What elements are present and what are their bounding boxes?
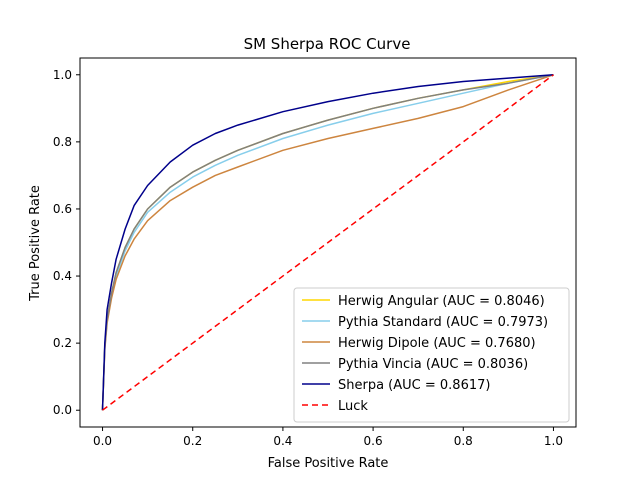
- y-tick-label: 0.4: [53, 269, 72, 283]
- legend-label: Luck: [338, 399, 368, 414]
- legend-label: Herwig Angular (AUC = 0.8046): [338, 294, 545, 309]
- y-tick-label: 1.0: [53, 68, 72, 82]
- x-tick-label: 0.2: [183, 434, 202, 448]
- x-tick-label: 0.4: [273, 434, 292, 448]
- y-axis-label: True Positive Rate: [28, 185, 43, 302]
- legend: Herwig Angular (AUC = 0.8046) Pythia Stan…: [293, 287, 570, 423]
- legend-label: Pythia Standard (AUC = 0.7973): [338, 315, 548, 330]
- x-axis-label: False Positive Rate: [268, 456, 389, 471]
- legend-label: Sherpa (AUC = 0.8617): [338, 378, 490, 393]
- x-axis-ticks: 0.0 0.2 0.4 0.6 0.8 1.0: [93, 427, 563, 448]
- series-layer: [101, 74, 554, 411]
- series-line-3: [101, 74, 554, 411]
- y-tick-label: 0.8: [53, 135, 72, 149]
- legend-label: Pythia Vincia (AUC = 0.8036): [338, 357, 528, 372]
- y-tick-label: 0.6: [53, 202, 72, 216]
- x-tick-label: 0.8: [454, 434, 473, 448]
- x-tick-label: 0.6: [364, 434, 383, 448]
- series-line-5: [101, 74, 554, 411]
- legend-box: [293, 287, 570, 423]
- x-tick-label: 1.0: [544, 434, 563, 448]
- y-tick-label: 0.2: [53, 336, 72, 350]
- series-line-6: [102, 74, 554, 411]
- y-tick-label: 0.0: [53, 403, 72, 417]
- chart-title: SM Sherpa ROC Curve: [244, 35, 411, 53]
- y-axis-ticks: 0.0 0.2 0.4 0.6 0.8 1.0: [53, 68, 80, 417]
- x-tick-label: 0.0: [93, 434, 112, 448]
- plot-frame: [79, 57, 577, 428]
- legend-label: Herwig Dipole (AUC = 0.7680): [338, 336, 536, 351]
- series-line-4: [101, 74, 554, 411]
